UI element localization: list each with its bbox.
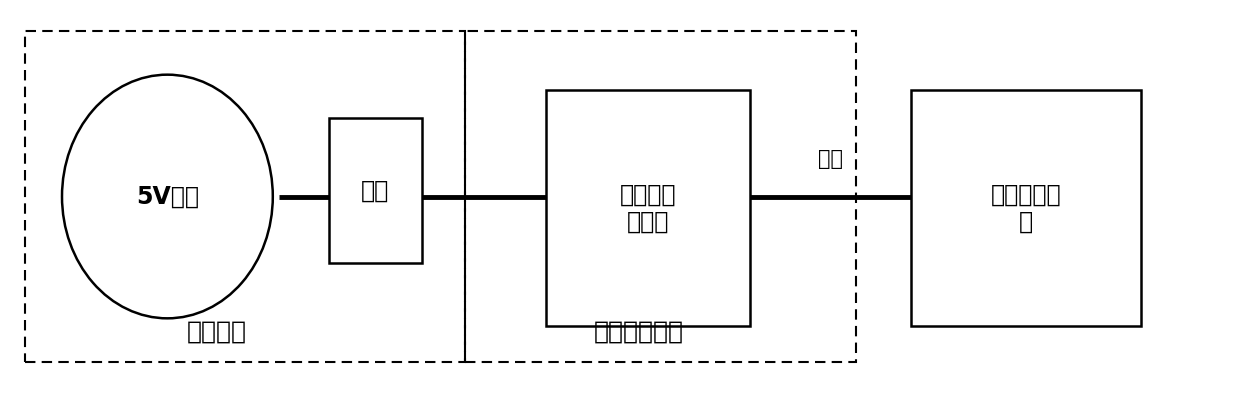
Bar xyxy=(329,118,422,263)
Bar xyxy=(465,31,856,362)
Bar xyxy=(546,90,750,326)
Text: 5V电源: 5V电源 xyxy=(136,184,198,209)
Text: 固定好的
耦合器: 固定好的 耦合器 xyxy=(620,182,676,234)
Text: 光功率测试
仪: 光功率测试 仪 xyxy=(991,182,1061,234)
Bar xyxy=(911,90,1141,326)
Bar xyxy=(25,31,465,362)
Text: 电阻: 电阻 xyxy=(361,178,389,203)
Text: 光纤: 光纤 xyxy=(818,149,843,169)
Text: 电源系统: 电源系统 xyxy=(187,320,247,344)
Text: 在线封装平台: 在线封装平台 xyxy=(594,320,683,344)
Ellipse shape xyxy=(62,75,273,318)
